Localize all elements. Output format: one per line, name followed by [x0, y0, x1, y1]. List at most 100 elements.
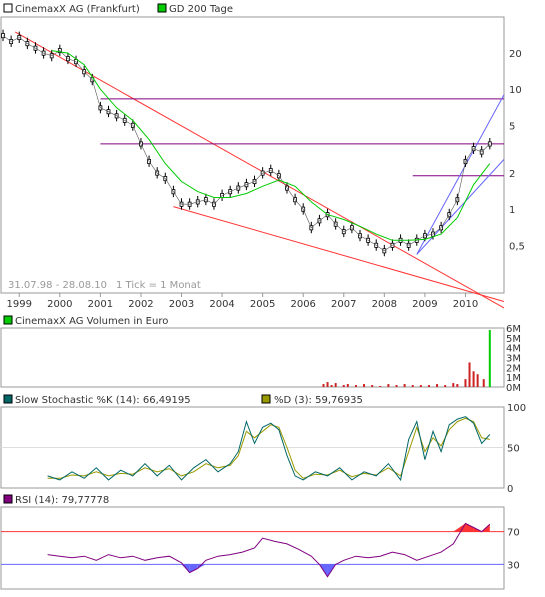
stoch-y-tick-label: 0	[507, 484, 513, 495]
volume-y-tick-label: 3M	[506, 354, 521, 365]
volume-series	[322, 329, 491, 387]
legend-sma-swatch	[157, 3, 167, 13]
rsi-y-tick-label: 70	[507, 528, 520, 539]
volume-bar	[452, 383, 455, 387]
price-close-line	[2, 35, 491, 252]
price-y-axis: 20 10 5 2 1 0,5	[509, 49, 525, 252]
x-tick-label: 2009	[412, 299, 437, 310]
rsi-legend: RSI (14): 79,77778	[3, 494, 109, 506]
x-tick-label: 1999	[7, 299, 32, 310]
x-tick-label: 2008	[372, 299, 397, 310]
stoch-legend: Slow Stochastic %K (14): 66,49195 %D (3)…	[3, 394, 363, 406]
volume-bar	[488, 329, 491, 387]
volume-bar	[387, 384, 390, 387]
volume-bar	[436, 384, 439, 387]
rsi-panel-frame	[0, 506, 505, 590]
rsi-oversold-fill	[197, 564, 206, 569]
legend-stoch-k-label: Slow Stochastic %K (14): 66,49195	[15, 395, 191, 406]
price-y-tick-label: 0,5	[509, 241, 525, 252]
volume-bar	[472, 371, 475, 387]
volume-bar	[427, 385, 430, 387]
volume-y-tick-label: 0M	[506, 383, 521, 394]
legend-stoch-d-label: %D (3): 59,76935	[274, 395, 363, 406]
x-axis: 1999 2000 2001 2002 2003 2004 2005 2006 2007 2008…	[7, 293, 478, 310]
stoch-panel: 0 50 100	[0, 403, 526, 495]
volume-bar	[444, 385, 447, 387]
rsi-y-axis: 30 70	[507, 528, 520, 572]
rsi-y-tick-label: 30	[507, 560, 520, 571]
x-tick-label: 2005	[250, 299, 275, 310]
volume-legend: CinemaxX AG Volumen in Euro	[3, 315, 168, 327]
uptrend-line-flat	[416, 159, 505, 255]
volume-y-tick-label: 4M	[506, 344, 521, 355]
x-tick-label: 2001	[88, 299, 113, 310]
downtrend-line-upper	[14, 31, 505, 309]
rsi-oversold-fill	[189, 564, 198, 573]
volume-bar	[403, 384, 406, 387]
stoch-y-axis: 0 50 100	[507, 403, 526, 495]
legend-volume-label: CinemaxX AG Volumen in Euro	[15, 316, 168, 327]
volume-bar	[456, 384, 459, 387]
price-y-tick-label: 10	[509, 85, 522, 96]
legend-rsi-swatch	[3, 494, 13, 504]
price-panel-frame	[0, 16, 505, 294]
x-tick-label: 2003	[169, 299, 194, 310]
volume-bar	[346, 384, 349, 387]
volume-y-tick-label: 2M	[506, 363, 521, 374]
legend-price-swatch	[3, 3, 13, 13]
x-tick-label: 2010	[453, 299, 478, 310]
volume-panel-frame	[0, 327, 505, 388]
volume-bar	[354, 385, 357, 387]
stoch-y-tick-label: 50	[507, 444, 520, 455]
x-tick-label: 2004	[209, 299, 234, 310]
legend-rsi-label: RSI (14): 79,77778	[15, 495, 109, 506]
volume-bar	[395, 385, 398, 387]
volume-bar	[342, 385, 345, 387]
rsi-oversold-fill	[181, 564, 190, 573]
volume-bar	[464, 379, 467, 387]
x-tick-label: 2002	[128, 299, 153, 310]
legend-sma-label: GD 200 Tage	[169, 4, 233, 15]
rsi-series	[47, 522, 491, 578]
price-y-tick-label: 5	[509, 121, 515, 132]
legend-stoch-k-swatch	[3, 394, 13, 404]
price-trendlines	[14, 31, 505, 309]
volume-bar	[322, 384, 325, 387]
volume-bar	[326, 382, 329, 387]
rsi-overbought-fill	[465, 523, 474, 532]
x-tick-label: 2006	[290, 299, 315, 310]
volume-y-tick-label: 1M	[506, 373, 521, 384]
volume-y-tick-label: 5M	[506, 334, 521, 345]
volume-bar	[476, 374, 479, 387]
rsi-line	[47, 522, 491, 578]
legend-price-label: CinemaxX AG (Frankfurt)	[15, 4, 140, 15]
stoch-k-line	[47, 416, 491, 482]
price-legend: CinemaxX AG (Frankfurt) GD 200 Tage	[3, 3, 233, 15]
sma-line	[51, 50, 491, 241]
stoch-series	[47, 416, 491, 482]
price-y-tick-label: 2	[509, 169, 515, 180]
volume-bar	[419, 385, 422, 387]
downtrend-line-lower	[173, 206, 505, 302]
legend-stoch-d-swatch	[261, 394, 271, 404]
x-tick-label: 2007	[331, 299, 356, 310]
volume-bar	[482, 379, 485, 387]
volume-bar	[363, 384, 366, 387]
tick-info-label: 1 Tick = 1 Monat	[116, 280, 201, 291]
volume-bar	[379, 386, 382, 387]
stoch-y-tick-label: 100	[507, 403, 526, 414]
x-tick-label: 2000	[47, 299, 72, 310]
volume-y-tick-label: 6M	[506, 324, 521, 335]
legend-volume-swatch	[3, 315, 13, 325]
rsi-panel: 30 70	[0, 506, 520, 590]
stoch-d-line	[47, 417, 490, 479]
volume-bar	[330, 385, 333, 387]
volume-bar	[468, 362, 471, 387]
price-y-tick-label: 20	[509, 49, 522, 60]
volume-bar	[334, 383, 337, 387]
date-range-label: 31.07.98 - 28.08.10	[8, 280, 107, 291]
